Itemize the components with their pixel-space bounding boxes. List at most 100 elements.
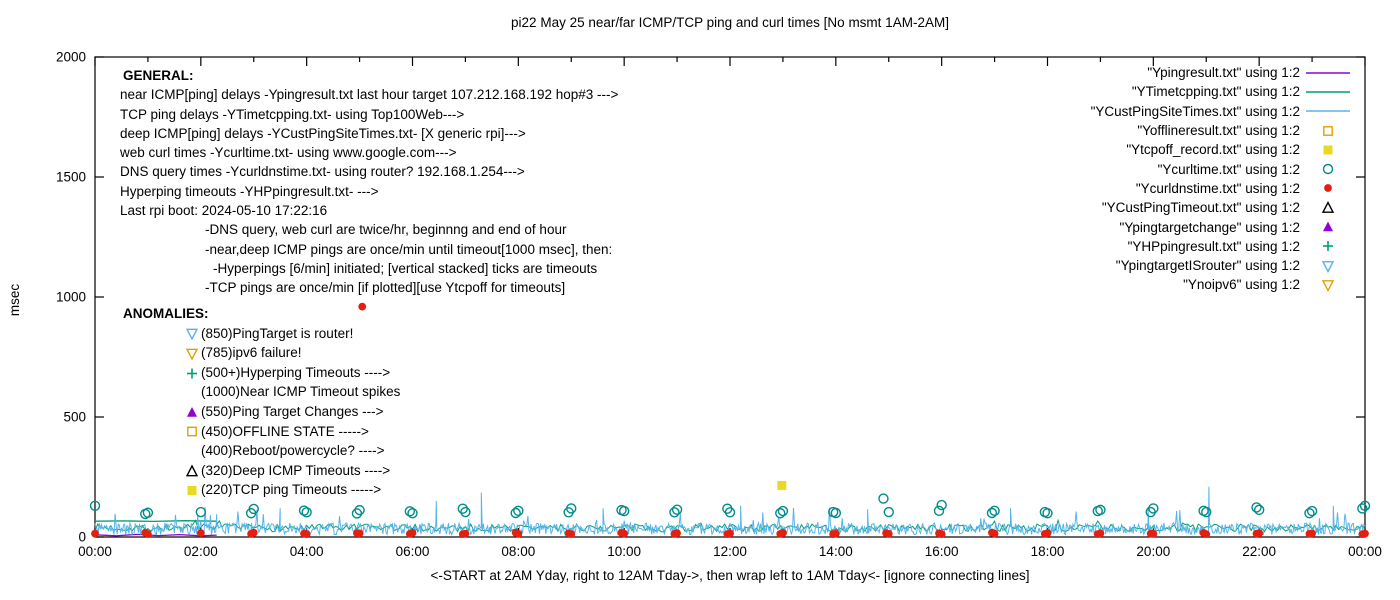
anomaly-label: (220)TCP ping Timeouts -----> — [201, 482, 382, 498]
anomaly-item: (850)PingTarget is router! — [185, 324, 400, 344]
legend-item: "Ycurltime.txt" using 1:2 — [1091, 159, 1356, 178]
general-note-line: -Hyperpings [6/min] initiated; [vertical… — [213, 260, 598, 276]
anomaly-label: (320)Deep ICMP Timeouts ----> — [201, 462, 391, 478]
anomaly-label: (400)Reboot/powercycle? ----> — [201, 443, 385, 459]
svg-text:14:00: 14:00 — [819, 544, 853, 559]
open-triangle-icon — [185, 464, 199, 478]
legend-item: "YTimetcpping.txt" using 1:2 — [1091, 82, 1356, 101]
open-inv-triangle-icon — [185, 346, 199, 360]
plus-icon — [185, 366, 199, 380]
anomaly-label: (550)Ping Target Changes ---> — [201, 403, 384, 419]
legend-item: "Ycurldnstime.txt" using 1:2 — [1091, 179, 1356, 198]
svg-text:22:00: 22:00 — [1242, 544, 1276, 559]
svg-text:500: 500 — [63, 410, 86, 425]
svg-text:12:00: 12:00 — [713, 544, 747, 559]
anomaly-item: (500+)Hyperping Timeouts ----> — [185, 363, 400, 383]
general-note-line: web curl times -Ycurltime.txt- using www… — [120, 145, 457, 161]
legend-item-label: "Yofflineresult.txt" using 1:2 — [1137, 123, 1300, 139]
web-curl-time-marker-icon — [1300, 161, 1356, 177]
legend-item: "Ynoipv6" using 1:2 — [1091, 275, 1356, 294]
svg-text:16:00: 16:00 — [925, 544, 959, 559]
legend-item: "YCustPingSiteTimes.txt" using 1:2 — [1091, 102, 1356, 121]
general-note-line: -TCP pings are once/min [if plotted][use… — [205, 280, 566, 296]
chart-title: pi22 May 25 near/far ICMP/TCP ping and c… — [511, 15, 949, 30]
legend-item-label: "YpingtargetISrouter" using 1:2 — [1115, 258, 1300, 274]
dns-query-time-marker-icon — [1300, 180, 1356, 196]
no-icon — [185, 385, 199, 399]
near-icmp-ping-marker-icon — [1300, 65, 1356, 81]
legend-item-label: "Ypingresult.txt" using 1:2 — [1147, 65, 1300, 81]
general-note-line: Last rpi boot: 2024-05-10 17:22:16 — [120, 203, 328, 219]
general-note-line: -near,deep ICMP pings are once/min until… — [205, 241, 613, 257]
general-heading: GENERAL: — [123, 68, 194, 83]
legend-item-label: "Ycurldnstime.txt" using 1:2 — [1135, 180, 1300, 196]
deep-icmp-ping-marker-icon — [1300, 103, 1356, 119]
x-axis-label: <-START at 2AM Yday, right to 12AM Tday-… — [430, 568, 1030, 583]
svg-text:08:00: 08:00 — [501, 544, 535, 559]
anomaly-item: (550)Ping Target Changes ---> — [185, 402, 400, 422]
general-notes: GENERAL: near ICMP[ping] delays -Ypingres… — [120, 66, 618, 298]
svg-text:06:00: 06:00 — [396, 544, 430, 559]
anomaly-item: (1000)Near ICMP Timeout spikes — [185, 382, 400, 402]
anomaly-label: (850)PingTarget is router! — [201, 325, 354, 341]
svg-text:10:00: 10:00 — [607, 544, 641, 559]
ping-target-is-router-marker-icon — [1300, 258, 1356, 274]
svg-text:00:00: 00:00 — [1348, 544, 1382, 559]
anomaly-item: (220)TCP ping Timeouts -----> — [185, 480, 400, 500]
svg-text:1500: 1500 — [56, 170, 86, 185]
legend-item-label: "YHPpingresult.txt" using 1:2 — [1127, 238, 1300, 254]
filled-square-icon — [185, 483, 199, 497]
general-note-line: -DNS query, web curl are twice/hr, begin… — [205, 222, 567, 238]
svg-text:04:00: 04:00 — [290, 544, 324, 559]
svg-text:2000: 2000 — [56, 50, 86, 65]
anomaly-label: (450)OFFLINE STATE -----> — [201, 423, 369, 439]
svg-text:1000: 1000 — [56, 290, 86, 305]
legend-item: "YHPpingresult.txt" using 1:2 — [1091, 237, 1356, 256]
legend-item-label: "Ynoipv6" using 1:2 — [1183, 277, 1300, 293]
offline-state-marker-icon — [1300, 123, 1356, 139]
general-note-line: DNS query times -Ycurldnstime.txt- using… — [120, 164, 525, 180]
anomaly-label: (500+)Hyperping Timeouts ----> — [201, 364, 391, 380]
anomaly-item: (785)ipv6 failure! — [185, 343, 400, 363]
filled-triangle-icon — [185, 405, 199, 419]
anomaly-item: (450)OFFLINE STATE -----> — [185, 422, 400, 442]
general-note-line: near ICMP[ping] delays -Ypingresult.txt … — [120, 87, 619, 103]
anomaly-item: (320)Deep ICMP Timeouts ----> — [185, 461, 400, 481]
ping-target-change-marker-icon — [1300, 219, 1356, 235]
legend-item-label: "Ycurltime.txt" using 1:2 — [1157, 161, 1300, 177]
anomaly-label: (1000)Near ICMP Timeout spikes — [201, 384, 401, 400]
tcp-ping-marker-icon — [1300, 84, 1356, 100]
tcp-off-record-marker-icon — [1300, 142, 1356, 158]
open-square-icon — [185, 424, 199, 438]
general-note-line: Hyperping timeouts -YHPpingresult.txt- -… — [120, 183, 379, 199]
no-ipv6-marker-icon — [1300, 277, 1356, 293]
anomalies-heading: ANOMALIES: — [123, 306, 209, 321]
legend-item: "YpingtargetISrouter" using 1:2 — [1091, 256, 1356, 275]
legend-item-label: "YCustPingSiteTimes.txt" using 1:2 — [1090, 103, 1300, 119]
legend-item-label: "YCustPingTimeout.txt" using 1:2 — [1101, 200, 1300, 216]
anomaly-label: (785)ipv6 failure! — [201, 345, 302, 361]
svg-text:0: 0 — [78, 530, 86, 545]
no-icon — [185, 444, 199, 458]
legend-item-label: "YTimetcpping.txt" using 1:2 — [1131, 84, 1300, 100]
general-note-line: deep ICMP[ping] delays -YCustPingSiteTim… — [120, 125, 526, 141]
general-note-line: TCP ping delays -YTimetcpping.txt- using… — [120, 106, 465, 122]
svg-text:20:00: 20:00 — [1136, 544, 1170, 559]
legend-item-label: "Ytcpoff_record.txt" using 1:2 — [1126, 142, 1300, 158]
svg-text:02:00: 02:00 — [184, 544, 218, 559]
legend-item: "YCustPingTimeout.txt" using 1:2 — [1091, 198, 1356, 217]
anomaly-item: (400)Reboot/powercycle? ----> — [185, 441, 400, 461]
legend-item: "Ytcpoff_record.txt" using 1:2 — [1091, 140, 1356, 159]
legend-item: "Yofflineresult.txt" using 1:2 — [1091, 121, 1356, 140]
hyperping-timeout-marker-icon — [1300, 238, 1356, 254]
legend-item: "Ypingtargetchange" using 1:2 — [1091, 217, 1356, 236]
legend-item-label: "Ypingtargetchange" using 1:2 — [1119, 219, 1300, 235]
svg-text:00:00: 00:00 — [78, 544, 112, 559]
legend-item: "Ypingresult.txt" using 1:2 — [1091, 63, 1356, 82]
deep-icmp-timeout-marker-icon — [1300, 200, 1356, 216]
open-inv-triangle-icon — [185, 326, 199, 341]
legend: "Ypingresult.txt" using 1:2 "YTimetcpping… — [1091, 63, 1356, 295]
svg-text:18:00: 18:00 — [1031, 544, 1065, 559]
